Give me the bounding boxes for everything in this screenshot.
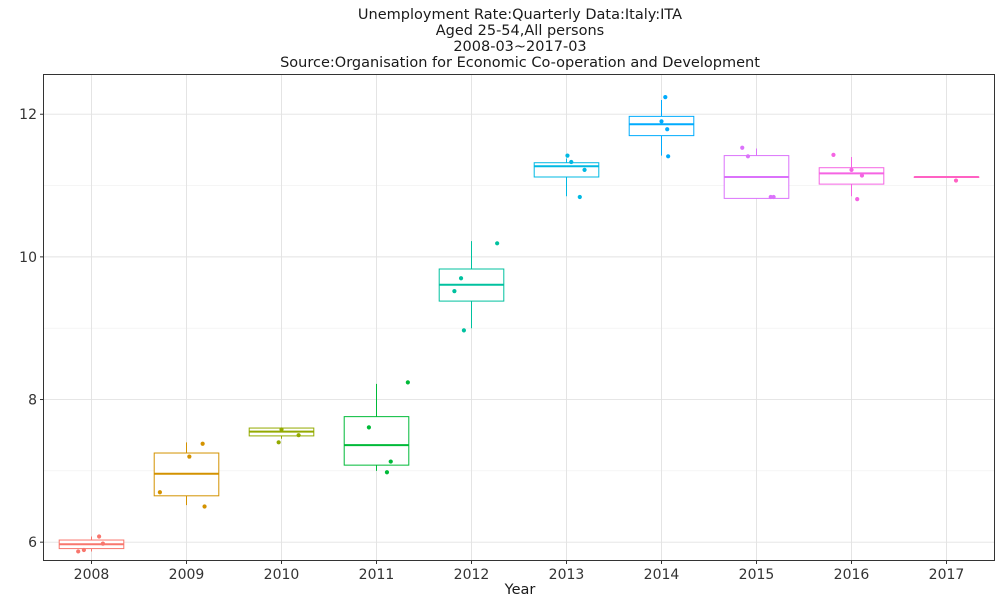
y-tick-label: 8: [28, 393, 37, 409]
data-point-2015: [740, 145, 745, 150]
x-tick-label: 2010: [264, 567, 300, 583]
y-tick-label: 12: [19, 107, 37, 123]
x-tick-label: 2015: [739, 567, 775, 583]
point-series: [76, 95, 959, 554]
x-tick-label: 2016: [834, 567, 870, 583]
data-point-2016: [855, 197, 860, 202]
data-point-2013: [565, 153, 570, 158]
data-point-2008: [76, 549, 81, 554]
data-point-2016: [849, 167, 854, 172]
data-point-2012: [452, 289, 457, 294]
box-2008: [58, 536, 125, 552]
data-point-2014: [666, 154, 671, 159]
data-point-2014: [659, 119, 664, 124]
title-line-1: Unemployment Rate:Quarterly Data:Italy:I…: [358, 7, 682, 23]
y-axis: 6 8 10 12: [19, 107, 44, 551]
data-point-2016: [859, 173, 865, 178]
chart-title: Unemployment Rate:Quarterly Data:Italy:I…: [280, 7, 760, 71]
data-point-2011: [388, 459, 393, 464]
box-body: [343, 416, 410, 466]
grid: [44, 75, 994, 560]
data-point-2009: [200, 441, 205, 446]
data-point-2010: [276, 440, 281, 445]
x-tick-label: 2008: [74, 567, 110, 583]
box-2009: [153, 442, 220, 506]
box-body: [628, 115, 695, 137]
box-body: [818, 167, 885, 185]
data-point-2012: [495, 241, 500, 246]
data-point-2013: [577, 194, 582, 200]
x-tick-label: 2013: [549, 567, 585, 583]
data-point-2011: [366, 425, 371, 430]
data-point-2015: [771, 194, 776, 200]
box-series: [58, 99, 980, 552]
data-point-2008: [97, 534, 102, 539]
data-point-2014: [665, 127, 670, 132]
box-2016: [818, 157, 885, 197]
data-point-2010: [296, 433, 301, 438]
box-2015: [723, 148, 790, 199]
y-tick-label: 10: [19, 250, 37, 266]
box-2012: [438, 241, 505, 329]
data-point-2014: [663, 95, 668, 100]
data-point-2011: [384, 470, 390, 475]
title-line-4: Source:Organisation for Economic Co-oper…: [280, 55, 760, 71]
y-tick-label: 6: [28, 535, 37, 551]
box-2011: [343, 383, 410, 471]
data-point-2009: [157, 490, 162, 495]
data-point-2011: [405, 380, 410, 385]
box-body: [533, 162, 600, 178]
data-point-2013: [582, 167, 587, 172]
data-point-2010: [279, 427, 284, 432]
x-tick-label: 2014: [644, 567, 680, 583]
x-axis: 2008 2009 2010 2011 2012 2013 2014 2015 2016 2017: [74, 560, 965, 583]
data-point-2008: [81, 547, 86, 553]
plot-panel-border: [43, 74, 995, 561]
title-line-2: Aged 25-54,All persons: [436, 23, 604, 39]
data-point-2013: [569, 159, 574, 165]
x-tick-label: 2011: [359, 567, 395, 583]
box-2013: [533, 158, 600, 197]
data-point-2012: [461, 328, 466, 333]
data-point-2012: [458, 276, 464, 281]
title-line-3: 2008-03~2017-03: [453, 39, 586, 55]
data-point-2009: [187, 454, 192, 459]
data-point-2008: [100, 541, 105, 546]
x-tick-label: 2012: [454, 567, 490, 583]
data-point-2016: [831, 152, 836, 157]
x-axis-title: Year: [504, 582, 536, 598]
box-2014: [628, 99, 695, 156]
data-point-2015: [745, 154, 751, 159]
box-2017: [913, 175, 980, 178]
data-point-2009: [202, 504, 207, 509]
x-tick-label: 2017: [929, 567, 965, 583]
data-point-2017: [953, 178, 959, 183]
x-tick-label: 2009: [169, 567, 205, 583]
